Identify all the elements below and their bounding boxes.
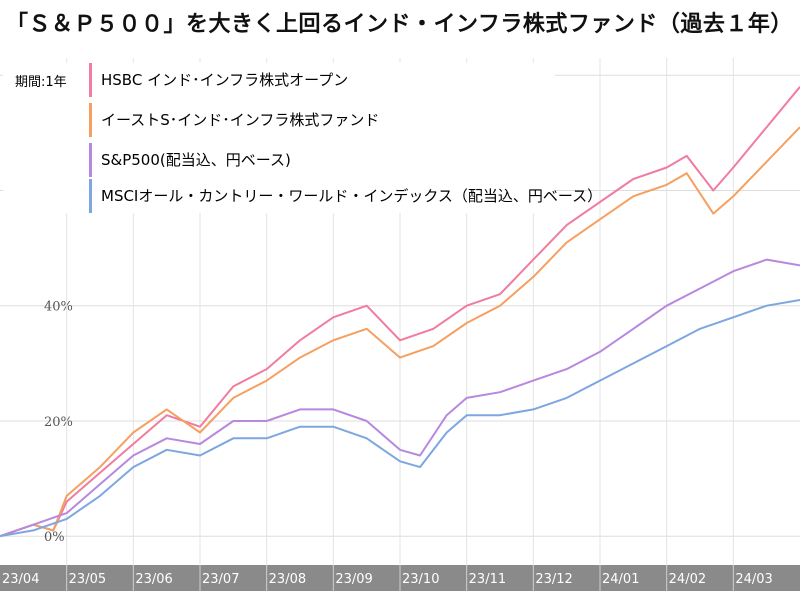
x-tick-label: 23/07 — [202, 572, 239, 587]
series-line-3 — [0, 258, 800, 538]
x-tick-label: 24/02 — [669, 572, 706, 587]
x-tick-label: 23/08 — [269, 572, 306, 587]
x-tick-label: 24/03 — [735, 572, 772, 587]
legend-label: HSBC インド･インフラ株式オープン — [101, 71, 349, 89]
legend-label: S&P500(配当込、円ベース) — [101, 151, 291, 169]
legend-swatch — [89, 103, 92, 137]
legend-label: イーストS･インド･インフラ株式ファンド — [101, 111, 380, 129]
series-line-1 — [0, 86, 800, 538]
y-tick-label: 40% — [44, 300, 73, 315]
x-tick-label: 23/05 — [69, 572, 106, 587]
x-tick-label: 23/04 — [2, 572, 39, 587]
series-line-2 — [0, 126, 800, 538]
period-label: 期間:1年 — [15, 75, 67, 90]
y-tick-label: 0% — [44, 530, 65, 545]
x-tick-label: 23/10 — [402, 572, 439, 587]
legend-swatch — [89, 63, 92, 97]
x-tick-label: 23/09 — [335, 572, 372, 587]
x-tick-label: 23/12 — [535, 572, 572, 587]
chart-title: 「Ｓ＆Ｐ５００」を大きく上回るインド・インフラ株式ファンド（過去１年） — [6, 12, 793, 37]
x-tick-label: 23/11 — [469, 572, 506, 587]
x-tick-label: 23/06 — [135, 572, 172, 587]
y-tick-label: 20% — [44, 415, 73, 430]
legend-swatch — [89, 179, 92, 213]
legend-swatch — [89, 143, 92, 177]
x-tick-label: 24/01 — [602, 572, 639, 587]
legend-label: MSCIオール・カントリー・ワールド・インデックス（配当込、円ベース） — [101, 187, 603, 205]
legend: 期間:1年 HSBC インド･インフラ株式オープンイーストS･インド･インフラ株… — [3, 63, 602, 213]
series-line-4 — [0, 299, 800, 538]
